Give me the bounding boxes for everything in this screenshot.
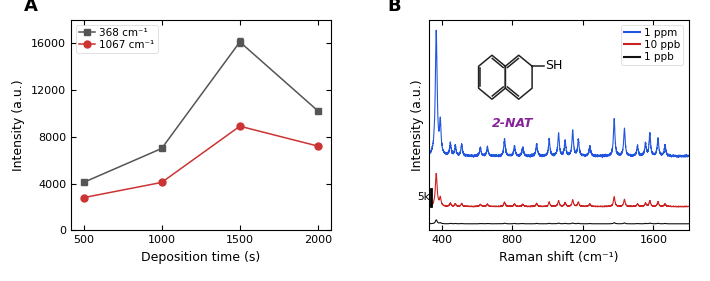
Y-axis label: Intensity (a.u.): Intensity (a.u.)	[410, 79, 424, 171]
Text: A: A	[24, 0, 38, 15]
X-axis label: Deposition time (s): Deposition time (s)	[141, 251, 261, 264]
Text: B: B	[388, 0, 401, 15]
Legend: 368 cm⁻¹, 1067 cm⁻¹: 368 cm⁻¹, 1067 cm⁻¹	[76, 25, 158, 53]
Legend: 1 ppm, 10 ppb, 1 ppb: 1 ppm, 10 ppb, 1 ppb	[621, 25, 684, 65]
Y-axis label: Intensity (a.u.): Intensity (a.u.)	[13, 79, 26, 171]
Text: 5k: 5k	[417, 192, 430, 202]
X-axis label: Raman shift (cm⁻¹): Raman shift (cm⁻¹)	[499, 251, 618, 264]
